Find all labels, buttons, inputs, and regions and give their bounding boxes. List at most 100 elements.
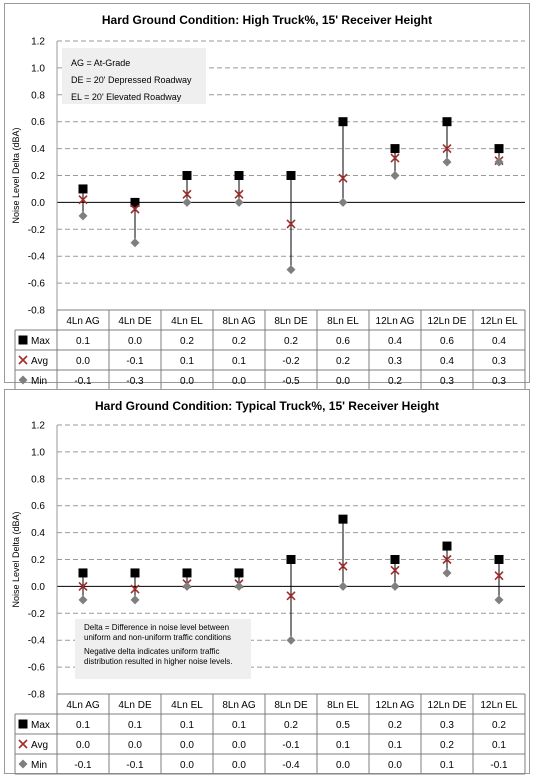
y-tick-label: 0.4 bbox=[31, 528, 45, 539]
data-label: -0.3 bbox=[126, 376, 144, 387]
data-label: 0.0 bbox=[180, 760, 194, 771]
marker-avg bbox=[338, 173, 348, 183]
marker-avg bbox=[130, 204, 140, 214]
marker-avg bbox=[390, 565, 400, 575]
data-label: 0.0 bbox=[76, 740, 90, 751]
y-tick-label: -0.2 bbox=[28, 225, 46, 236]
marker-avg-stroke-b bbox=[390, 153, 400, 163]
y-tick-label: -0.8 bbox=[28, 306, 46, 317]
y-tick-label: 1.2 bbox=[31, 421, 45, 432]
data-label: 0.1 bbox=[232, 720, 246, 731]
y-tick-label: 1.2 bbox=[31, 37, 45, 48]
marker-min bbox=[130, 595, 140, 605]
data-label: 0.1 bbox=[180, 720, 194, 731]
data-label: 0.1 bbox=[440, 760, 454, 771]
marker-max bbox=[390, 555, 400, 564]
annotation-line: AG = At-Grade bbox=[71, 58, 130, 68]
marker-min bbox=[494, 595, 504, 605]
marker-min bbox=[286, 635, 296, 645]
data-label: 0.0 bbox=[180, 376, 194, 387]
legend-avg-key-stroke-b bbox=[18, 739, 28, 749]
marker-max bbox=[494, 555, 504, 564]
y-tick-label: 0.2 bbox=[31, 171, 45, 182]
data-label: 0.0 bbox=[128, 336, 142, 347]
category-label: 4Ln EL bbox=[171, 316, 203, 327]
legend-max-label: Max bbox=[31, 720, 50, 731]
legend-min-key bbox=[18, 759, 28, 769]
annotation-line: distribution resulted in higher noise le… bbox=[84, 657, 233, 666]
category-label: 12Ln EL bbox=[480, 316, 518, 327]
data-label: -0.1 bbox=[282, 740, 300, 751]
data-label: 0.3 bbox=[492, 356, 506, 367]
marker-max bbox=[182, 568, 192, 578]
legend-avg-key bbox=[18, 355, 28, 365]
legend-avg-key-stroke-b bbox=[18, 355, 28, 365]
y-tick-label: -0.8 bbox=[28, 690, 46, 701]
data-label: -0.1 bbox=[490, 760, 508, 771]
marker-max bbox=[494, 144, 504, 154]
y-tick-label: 0.0 bbox=[31, 582, 45, 593]
data-label: 0.0 bbox=[232, 740, 246, 751]
data-label: 0.5 bbox=[336, 720, 350, 731]
data-label: 0.0 bbox=[180, 740, 194, 751]
marker-avg-stroke-b bbox=[338, 561, 348, 571]
category-label: 8Ln DE bbox=[274, 700, 308, 711]
data-label: 0.2 bbox=[388, 720, 402, 731]
y-tick-label: -0.2 bbox=[28, 609, 46, 620]
marker-avg bbox=[78, 581, 88, 591]
chart-title: Hard Ground Condition: High Truck%, 15' … bbox=[102, 13, 432, 27]
y-tick-label: 0.4 bbox=[31, 144, 45, 155]
marker-avg bbox=[182, 189, 192, 199]
category-label: 8Ln AG bbox=[222, 700, 256, 711]
legend-avg-label: Avg bbox=[31, 356, 48, 367]
legend-max-key bbox=[18, 719, 28, 729]
marker-max bbox=[338, 117, 348, 127]
data-label: 0.4 bbox=[440, 356, 454, 367]
marker-min bbox=[442, 568, 452, 578]
marker-max bbox=[286, 555, 296, 564]
marker-max bbox=[182, 171, 192, 180]
y-tick-label: 0.0 bbox=[31, 198, 45, 209]
marker-min bbox=[78, 595, 88, 605]
data-label: 0.1 bbox=[388, 740, 402, 751]
data-label: 0.4 bbox=[388, 336, 402, 347]
marker-max bbox=[78, 568, 88, 578]
data-label: 0.0 bbox=[128, 740, 142, 751]
data-label: 0.0 bbox=[232, 376, 246, 387]
marker-avg bbox=[130, 584, 140, 594]
marker-avg bbox=[286, 219, 296, 229]
y-axis-label: Noise Level Delta (dBA) bbox=[11, 127, 21, 223]
annotation-background bbox=[62, 48, 206, 104]
data-label: -0.1 bbox=[74, 760, 92, 771]
marker-min bbox=[338, 581, 348, 591]
category-label: 8Ln DE bbox=[274, 316, 308, 327]
chart-panel-typical-truck: Hard Ground Condition: Typical Truck%, 1… bbox=[4, 389, 530, 775]
data-label: 0.3 bbox=[440, 720, 454, 731]
marker-avg-stroke-b bbox=[338, 173, 348, 183]
category-label: 4Ln AG bbox=[66, 316, 100, 327]
legend-avg-label: Avg bbox=[31, 740, 48, 751]
y-tick-label: -0.4 bbox=[28, 252, 46, 263]
marker-max bbox=[234, 171, 244, 180]
category-label: 8Ln EL bbox=[327, 700, 359, 711]
data-label: 0.1 bbox=[180, 356, 194, 367]
data-label: 0.1 bbox=[336, 740, 350, 751]
data-label: 0.0 bbox=[336, 760, 350, 771]
data-label: -0.4 bbox=[282, 760, 300, 771]
data-label: 0.4 bbox=[492, 336, 506, 347]
data-label: -0.2 bbox=[282, 356, 300, 367]
category-label: 8Ln AG bbox=[222, 316, 256, 327]
category-label: 4Ln EL bbox=[171, 700, 203, 711]
data-label: 0.0 bbox=[232, 760, 246, 771]
marker-max bbox=[234, 568, 244, 578]
chart-high-truck: Hard Ground Condition: High Truck%, 15' … bbox=[11, 13, 526, 391]
data-label: 0.0 bbox=[76, 356, 90, 367]
data-label: 0.2 bbox=[388, 376, 402, 387]
data-table: 4Ln AG 4Ln DE 4Ln EL 8Ln AG 8Ln DE 8Ln EL 12Ln… bbox=[14, 693, 526, 775]
annotation-box: Delta = Difference in noise level betwee… bbox=[75, 619, 251, 679]
marker-max bbox=[78, 184, 88, 194]
marker-avg-stroke-b bbox=[130, 584, 140, 594]
annotation-box: AG = At-Grade DE = 20' Depressed Roadway E… bbox=[62, 48, 206, 104]
y-tick-label: -0.6 bbox=[28, 279, 46, 290]
marker-min bbox=[390, 171, 400, 180]
